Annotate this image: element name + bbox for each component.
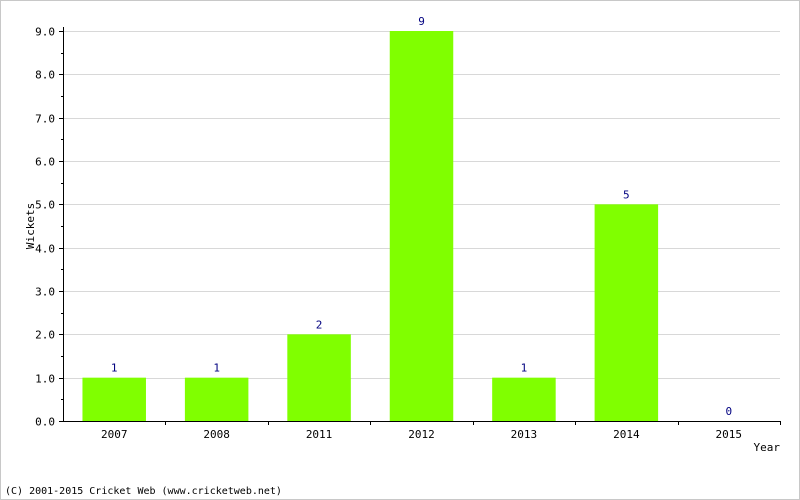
data-label: 5	[623, 188, 630, 201]
x-tick-label: 2013	[511, 428, 538, 441]
x-tick-label: 2008	[203, 428, 230, 441]
data-label: 1	[213, 362, 220, 375]
x-tick-label: 2012	[408, 428, 435, 441]
bar	[594, 204, 659, 421]
bar	[389, 31, 454, 421]
axes	[59, 27, 781, 425]
y-tick-label: 0.0	[35, 416, 55, 429]
data-label: 9	[418, 15, 425, 28]
bar	[184, 377, 249, 421]
data-label: 1	[521, 362, 528, 375]
x-axis-title: Year	[754, 441, 781, 454]
y-tick-label: 6.0	[35, 156, 55, 169]
data-label: 2	[316, 318, 323, 331]
data-label: 0	[725, 405, 732, 418]
y-tick-label: 4.0	[35, 243, 55, 256]
bars	[82, 31, 659, 421]
y-tick-label: 2.0	[35, 329, 55, 342]
data-label: 1	[111, 362, 118, 375]
y-tick-label: 5.0	[35, 199, 55, 212]
y-axis-title: Wickets	[24, 203, 37, 249]
bar	[492, 377, 556, 421]
y-tick-label: 9.0	[35, 26, 55, 39]
data-labels: 1 1 2 9 1 5 0	[111, 15, 732, 418]
y-tick-label: 8.0	[35, 69, 55, 82]
y-tick-label: 3.0	[35, 286, 55, 299]
x-tick-label: 2014	[613, 428, 640, 441]
y-tick-label: 1.0	[35, 373, 55, 386]
x-tick-label: 2011	[306, 428, 333, 441]
y-tick-label: 7.0	[35, 113, 55, 126]
x-tick-label: 2007	[101, 428, 128, 441]
bar	[82, 377, 146, 421]
copyright-footer: (C) 2001-2015 Cricket Web (www.cricketwe…	[5, 486, 282, 497]
bar	[287, 334, 351, 421]
x-tick-label: 2015	[716, 428, 743, 441]
